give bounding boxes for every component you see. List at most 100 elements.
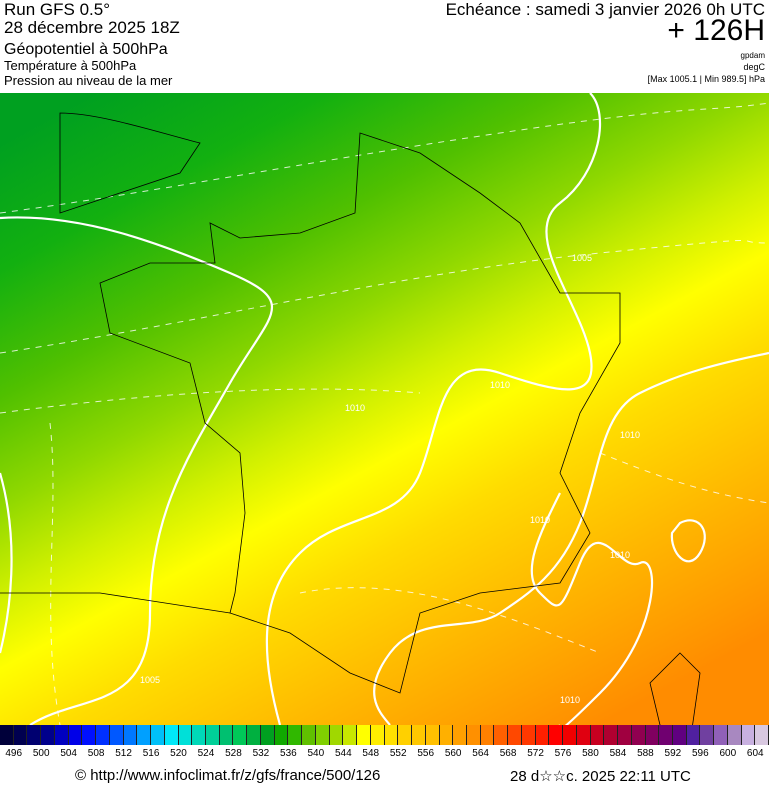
svg-text:1010: 1010 xyxy=(560,695,580,705)
svg-text:1010: 1010 xyxy=(490,380,510,390)
weather-map[interactable]: 1005 1010 1010 1010 1010 1010 1005 1010 xyxy=(0,93,769,725)
color-scale-cell xyxy=(178,725,193,745)
color-scale-label: 532 xyxy=(252,748,270,759)
color-scale-cell xyxy=(741,725,756,745)
run-date: 28 décembre 2025 18Z xyxy=(4,18,180,37)
color-scale-cell xyxy=(13,725,28,745)
color-scale-label: 504 xyxy=(60,748,77,759)
color-scale-cell xyxy=(288,725,303,745)
color-scale-label: 512 xyxy=(115,748,132,759)
color-scale-cell xyxy=(576,725,591,745)
color-scale-label: 564 xyxy=(472,748,489,759)
isobars xyxy=(0,93,769,725)
color-scale-labels: 496 500 504 508 512 516 520 524 528 532 536 540 544 5… xyxy=(0,748,769,762)
color-scale-cell xyxy=(274,725,289,745)
color-scale-label: 508 xyxy=(87,748,105,759)
color-scale-cell xyxy=(631,725,646,745)
run-label: Run GFS 0.5° xyxy=(4,0,111,19)
color-scale-cell xyxy=(590,725,605,745)
color-scale-label: 572 xyxy=(527,748,544,759)
color-scale-cell xyxy=(109,725,124,745)
color-scale-label: 548 xyxy=(362,748,380,759)
color-scale-cell xyxy=(247,725,261,745)
color-scale-cell xyxy=(219,725,234,745)
color-scale-label: 536 xyxy=(280,748,297,759)
color-scale-label: 584 xyxy=(609,748,627,759)
color-scale-label: 600 xyxy=(719,748,737,759)
svg-text:1010: 1010 xyxy=(610,550,630,560)
color-scale-cell xyxy=(343,725,358,745)
color-scale-cell xyxy=(192,725,207,745)
color-scale-cell xyxy=(0,725,14,745)
color-scale-label: 496 xyxy=(5,748,23,759)
color-scale-cell xyxy=(439,725,454,745)
copyright-url: © http://www.infoclimat.fr/z/gfs/france/… xyxy=(75,767,381,784)
color-scale-cell xyxy=(714,725,728,745)
color-scale-label: 556 xyxy=(417,748,435,759)
color-scale-cell xyxy=(508,725,522,745)
color-scale-label: 540 xyxy=(307,748,325,759)
color-scale-cell xyxy=(233,725,248,745)
color-scale-cell xyxy=(755,725,769,745)
color-scale-cell xyxy=(425,725,440,745)
svg-text:1005: 1005 xyxy=(140,675,160,685)
color-scale-cell xyxy=(453,725,467,745)
color-scale-cell xyxy=(727,725,742,745)
pressure-range: [Max 1005.1 | Min 989.5] hPa xyxy=(647,74,765,84)
color-scale-cell xyxy=(563,725,577,745)
color-scale-cell xyxy=(370,725,385,745)
color-scale-label: 528 xyxy=(225,748,242,759)
color-scale-label: 500 xyxy=(32,748,50,759)
color-scale-cell xyxy=(329,725,344,745)
color-scale-cell xyxy=(412,725,426,745)
color-scale-label: 560 xyxy=(444,748,462,759)
color-scale-cell xyxy=(480,725,495,745)
color-scale-cell xyxy=(302,725,316,745)
parameter-pressure: Pression au niveau de la mer xyxy=(4,73,173,88)
color-scale-cell xyxy=(466,725,481,745)
color-scale-cell xyxy=(659,725,673,745)
lead-time: + 126H xyxy=(667,14,765,47)
color-scale-cell xyxy=(96,725,110,745)
color-scale-cell xyxy=(54,725,69,745)
unit-temperature: degC xyxy=(743,62,765,72)
color-scale-cell xyxy=(164,725,179,745)
svg-text:1005: 1005 xyxy=(572,253,592,263)
color-scale-label: 592 xyxy=(664,748,682,759)
color-scale-cell xyxy=(68,725,83,745)
color-scale-cell xyxy=(315,725,330,745)
color-scale-cell xyxy=(686,725,701,745)
color-scale-label: 580 xyxy=(582,748,599,759)
color-scale-cell xyxy=(398,725,413,745)
color-scale-cell xyxy=(700,725,715,745)
svg-text:1010: 1010 xyxy=(530,515,550,525)
isobar-labels: 1005 1010 1010 1010 1010 1010 1005 1010 xyxy=(140,253,640,705)
color-scale-cell xyxy=(535,725,550,745)
color-scale-cell xyxy=(604,725,619,745)
color-scale-label: 576 xyxy=(554,748,572,759)
color-scale-cell xyxy=(151,725,165,745)
color-scale-label: 596 xyxy=(691,748,709,759)
geopotential-field xyxy=(0,93,769,725)
color-scale-cell xyxy=(672,725,687,745)
generated-timestamp: 28 d☆☆c. 2025 22:11 UTC xyxy=(510,768,691,785)
color-scale-label: 568 xyxy=(499,748,517,759)
color-scale-cell xyxy=(521,725,536,745)
color-scale-cell xyxy=(137,725,152,745)
color-scale-label: 552 xyxy=(389,748,407,759)
color-scale-cell xyxy=(357,725,371,745)
forecast-valid-time: Echéance : samedi 3 janvier 2026 0h UTC xyxy=(445,0,765,19)
color-scale-cell xyxy=(260,725,275,745)
color-scale-label: 520 xyxy=(170,748,187,759)
color-scale-label: 516 xyxy=(142,748,160,759)
color-scale-cell xyxy=(618,725,632,745)
svg-text:1010: 1010 xyxy=(620,430,640,440)
color-scale-label: 544 xyxy=(334,748,352,759)
color-scale-cell xyxy=(645,725,660,745)
color-scale-bar xyxy=(0,725,769,745)
color-scale-cell xyxy=(549,725,564,745)
color-scale-label: 604 xyxy=(746,748,764,759)
color-scale-cell xyxy=(494,725,509,745)
color-scale-cell xyxy=(27,725,42,745)
color-scale-label: 524 xyxy=(197,748,215,759)
